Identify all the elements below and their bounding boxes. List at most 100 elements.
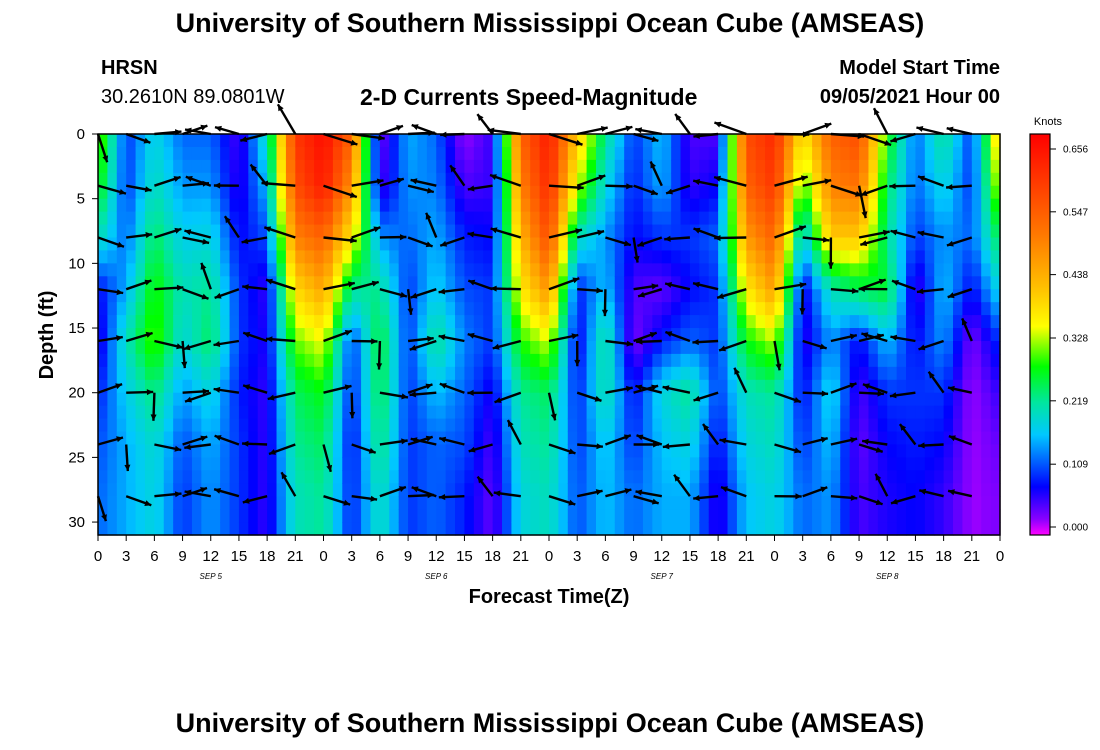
heatmap-cell bbox=[220, 444, 231, 458]
heatmap-cell bbox=[389, 496, 400, 510]
heatmap-cell bbox=[107, 302, 118, 316]
heatmap-cell bbox=[361, 496, 372, 510]
heatmap-cell bbox=[520, 457, 531, 471]
heatmap-cell bbox=[887, 159, 898, 174]
heatmap-cell bbox=[126, 431, 137, 446]
heatmap-cell bbox=[436, 483, 447, 497]
heatmap-cell bbox=[220, 366, 231, 381]
heatmap-cell bbox=[906, 289, 917, 303]
heatmap-cell bbox=[520, 444, 531, 458]
heatmap-cell bbox=[774, 237, 785, 252]
heatmap-cell bbox=[849, 134, 860, 148]
heatmap-cell bbox=[605, 134, 616, 148]
heatmap-cell bbox=[173, 315, 184, 329]
heatmap-cell bbox=[248, 302, 259, 316]
heatmap-cell bbox=[887, 276, 898, 290]
heatmap-cell bbox=[107, 315, 118, 329]
current-arrow-head bbox=[878, 278, 886, 285]
heatmap-cell bbox=[107, 470, 118, 484]
heatmap-cell bbox=[642, 134, 653, 148]
heatmap-cell bbox=[755, 405, 766, 420]
heatmap-cell bbox=[107, 522, 118, 536]
heatmap-cell bbox=[483, 470, 494, 484]
heatmap-cell bbox=[408, 146, 419, 161]
x-tick-label: 0 bbox=[770, 548, 778, 565]
heatmap-cell bbox=[868, 172, 879, 187]
heatmap-cell bbox=[981, 302, 992, 316]
heatmap-cell bbox=[539, 289, 550, 303]
heatmap-cell bbox=[163, 340, 174, 355]
heatmap-cell bbox=[624, 263, 635, 277]
heatmap-cell bbox=[492, 418, 503, 433]
heatmap-cell bbox=[408, 470, 419, 484]
colorbar-tick-label: 0.109 bbox=[1063, 460, 1088, 471]
heatmap-cell bbox=[436, 496, 447, 510]
heatmap-cell bbox=[971, 185, 982, 200]
heatmap-cell bbox=[351, 315, 362, 329]
current-arrow-head bbox=[242, 284, 249, 291]
heatmap-cell bbox=[342, 302, 353, 316]
heatmap-cell bbox=[812, 457, 823, 471]
heatmap-cell bbox=[473, 211, 484, 226]
heatmap-cell bbox=[173, 509, 184, 523]
heatmap-cell bbox=[868, 340, 879, 355]
heatmap-cell bbox=[680, 302, 691, 316]
heatmap-cell bbox=[558, 509, 569, 523]
heatmap-cell bbox=[304, 340, 315, 355]
current-arrow-head bbox=[145, 232, 153, 239]
heatmap-cell bbox=[746, 457, 757, 471]
heatmap-cell bbox=[708, 224, 719, 239]
heatmap-cell bbox=[370, 289, 381, 303]
heatmap-cell bbox=[671, 134, 682, 148]
heatmap-cell bbox=[483, 379, 494, 394]
heatmap-cell bbox=[351, 237, 362, 252]
heatmap-cell bbox=[924, 302, 935, 316]
heatmap-cell bbox=[464, 172, 475, 187]
heatmap-cell bbox=[840, 134, 851, 148]
heatmap-cell bbox=[567, 509, 578, 523]
heatmap-cell bbox=[802, 289, 813, 303]
heatmap-cell bbox=[680, 379, 691, 394]
heatmap-cell bbox=[567, 431, 578, 446]
current-arrow-head bbox=[664, 235, 671, 242]
heatmap-cell bbox=[934, 185, 945, 200]
heatmap-cell bbox=[398, 366, 409, 381]
heatmap-cell bbox=[755, 276, 766, 290]
heatmap-cell bbox=[859, 509, 870, 523]
heatmap-cell bbox=[295, 353, 306, 368]
heatmap-cell bbox=[614, 159, 625, 174]
heatmap-cell bbox=[887, 431, 898, 446]
heatmap-cell bbox=[361, 379, 372, 394]
heatmap-cell bbox=[680, 211, 691, 226]
heatmap-cell bbox=[906, 353, 917, 368]
heatmap-cell bbox=[774, 353, 785, 368]
heatmap-cell bbox=[511, 250, 522, 264]
heatmap-cell bbox=[812, 237, 823, 252]
heatmap-cell bbox=[483, 172, 494, 187]
heatmap-cell bbox=[633, 353, 644, 368]
heatmap-cell bbox=[389, 522, 400, 536]
heatmap-cell bbox=[567, 211, 578, 226]
heatmap-cell bbox=[614, 522, 625, 536]
heatmap-cell bbox=[586, 418, 597, 433]
heatmap-cell bbox=[191, 146, 202, 161]
heatmap-cell bbox=[163, 328, 174, 342]
heatmap-cell bbox=[605, 289, 616, 303]
heatmap-cell bbox=[586, 159, 597, 174]
heatmap-cell bbox=[323, 172, 334, 187]
heatmap-cell bbox=[351, 302, 362, 316]
heatmap-cell bbox=[285, 211, 296, 226]
heatmap-cell bbox=[624, 379, 635, 394]
heatmap-cell bbox=[661, 405, 672, 420]
heatmap-cell bbox=[642, 470, 653, 484]
heatmap-cell bbox=[492, 405, 503, 420]
heatmap-cell bbox=[398, 431, 409, 446]
heatmap-cell bbox=[624, 496, 635, 510]
heatmap-cell bbox=[144, 211, 155, 226]
heatmap-cell bbox=[774, 444, 785, 458]
x-tick-label: 0 bbox=[319, 548, 327, 565]
heatmap-cell bbox=[389, 250, 400, 264]
heatmap-cell bbox=[370, 185, 381, 200]
heatmap-cell bbox=[445, 172, 456, 187]
heatmap-cell bbox=[116, 237, 127, 252]
